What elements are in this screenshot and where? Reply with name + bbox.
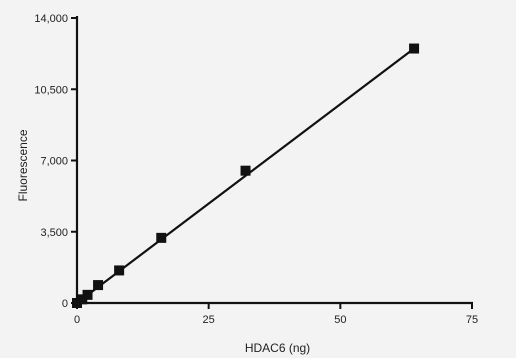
data-point: [77, 294, 88, 305]
ticks-layer: 0 3,500 7,000 10,500 14,000 0 25 50 75: [34, 13, 478, 326]
fit-line-layer: [76, 47, 415, 304]
y-tick-label: 10,500: [34, 84, 68, 96]
y-tick-label: 3,500: [40, 227, 68, 239]
axes-layer: [75, 16, 473, 305]
data-point: [82, 289, 93, 300]
y-tick-label: 0: [62, 298, 68, 310]
y-axis-title: Fluorescence: [16, 129, 30, 201]
data-point: [156, 232, 167, 243]
y-tick-label: 14,000: [34, 13, 68, 25]
y-tick-label: 7,000: [40, 156, 68, 168]
x-tick-label: 75: [466, 314, 478, 326]
x-axis-title: HDAC6 (ng): [245, 341, 310, 355]
data-point: [409, 43, 420, 54]
data-point: [93, 280, 104, 291]
x-tick-label: 0: [74, 314, 80, 326]
linear-fit-line: [76, 47, 415, 304]
x-tick-label: 50: [334, 314, 346, 326]
data-point: [240, 165, 251, 176]
x-tick-label: 25: [203, 314, 215, 326]
data-point: [114, 265, 125, 276]
